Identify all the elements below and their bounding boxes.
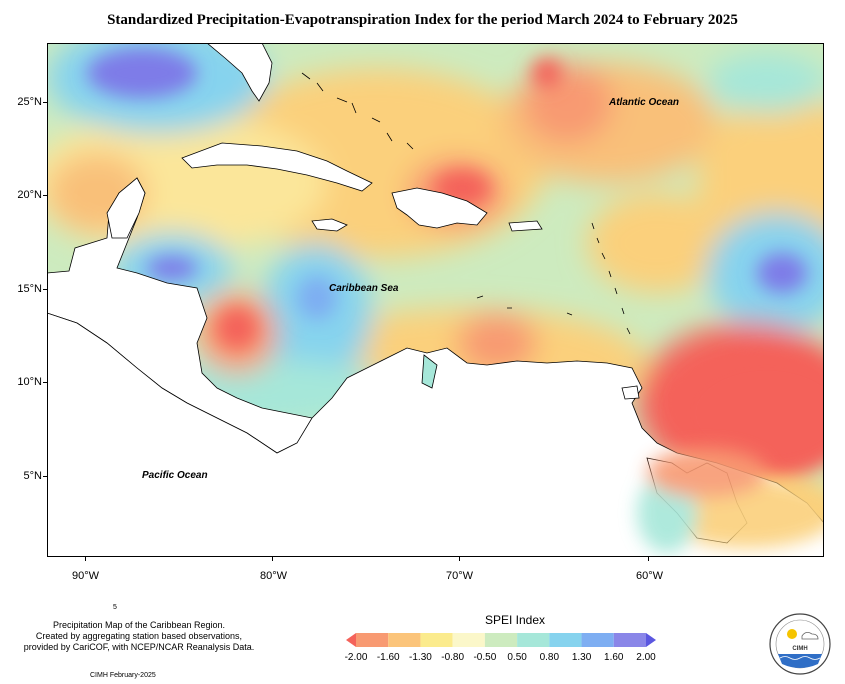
legend-label: -0.50 xyxy=(473,652,497,663)
lat-tick xyxy=(43,102,47,103)
legend-label: 2.00 xyxy=(636,652,656,663)
legend-swatch xyxy=(388,633,421,647)
cloud-icon xyxy=(801,632,819,640)
lat-tick xyxy=(43,382,47,383)
logo-text: CIMH xyxy=(792,646,807,652)
legend-swatch xyxy=(346,633,356,647)
label-caribbean-sea: Caribbean Sea xyxy=(329,283,399,294)
lon-tick xyxy=(272,557,273,561)
legend-swatch xyxy=(484,633,518,647)
florida xyxy=(206,43,273,102)
lon-label-60w: 60°W xyxy=(636,570,664,582)
lon-tick xyxy=(85,557,86,561)
legend-label: 0.50 xyxy=(507,652,527,663)
credit-text: CIMH February-2025 xyxy=(90,672,156,679)
spei-field xyxy=(47,43,824,557)
legend-swatch xyxy=(452,633,485,647)
map-title: Standardized Precipitation-Evapotranspir… xyxy=(107,12,738,28)
legend-swatch xyxy=(549,633,582,647)
small-islands xyxy=(301,72,631,335)
lat-label-5n: 5°N xyxy=(23,470,42,482)
legend-title: SPEI Index xyxy=(484,613,546,627)
lon-tick xyxy=(459,557,460,561)
sun-icon xyxy=(787,629,797,639)
lat-tick xyxy=(43,476,47,477)
legend-label: 0.80 xyxy=(539,652,560,663)
legend-label: -2.00 xyxy=(344,652,368,663)
cuba xyxy=(181,142,373,192)
hispaniola xyxy=(391,187,488,229)
legend-label: 1.60 xyxy=(604,652,624,663)
lon-label-70w: 70°W xyxy=(446,570,474,582)
lat-label-10n: 10°N xyxy=(17,376,42,388)
lon-label-90w: 90°W xyxy=(72,570,100,582)
small-mark: 5 xyxy=(113,604,117,611)
yucatan xyxy=(106,177,146,239)
trinidad xyxy=(621,385,640,400)
legend-swatch xyxy=(646,633,656,647)
lon-label-80w: 80°W xyxy=(260,570,288,582)
map-canvas xyxy=(47,43,824,557)
lon-tick xyxy=(648,557,649,561)
lat-tick xyxy=(43,195,47,196)
note-line: Precipitation Map of the Caribbean Regio… xyxy=(52,620,226,630)
legend-swatch xyxy=(420,633,453,647)
legend-swatch xyxy=(356,633,389,647)
lat-tick xyxy=(43,289,47,290)
legend-label: 1.30 xyxy=(571,652,592,663)
puerto-rico xyxy=(508,220,543,232)
legend-swatch xyxy=(613,633,646,647)
legend-swatch xyxy=(581,633,614,647)
spei-map: Atlantic Ocean Caribbean Sea Pacific Oce… xyxy=(47,43,824,557)
cimh-logo: CIMH xyxy=(769,613,831,675)
spei-color-bar xyxy=(346,633,656,647)
lat-label-25n: 25°N xyxy=(17,96,42,108)
legend-swatch xyxy=(517,633,550,647)
note-line: provided by CariCOF, with NCEP/NCAR Rean… xyxy=(23,642,255,652)
label-atlantic-ocean: Atlantic Ocean xyxy=(609,97,680,108)
map-frame xyxy=(47,43,824,557)
lat-label-20n: 20°N xyxy=(17,189,42,201)
note-line: Created by aggregating station based obs… xyxy=(35,631,243,641)
legend-label: -1.60 xyxy=(376,652,400,663)
legend-label: -1.30 xyxy=(409,652,432,663)
legend-label: -0.80 xyxy=(441,652,465,663)
map-description: Precipitation Map of the Caribbean Regio… xyxy=(14,620,264,653)
jamaica xyxy=(311,218,348,232)
label-pacific-ocean: Pacific Ocean xyxy=(142,470,208,481)
lat-label-15n: 15°N xyxy=(17,283,42,295)
